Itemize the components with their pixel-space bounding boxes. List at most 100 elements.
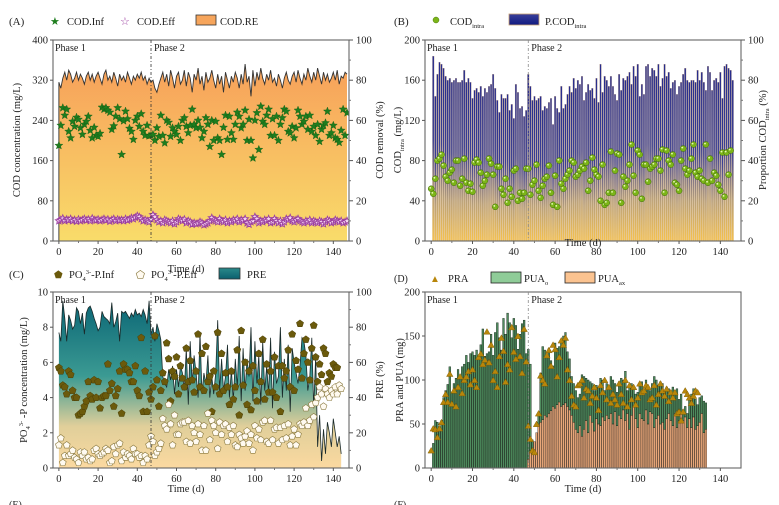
po4-inf-point [282,367,291,375]
pua-o-bar [646,386,650,425]
po4-inf-point [231,382,240,391]
cod-inf-point [303,124,313,134]
pua-o-bar [620,378,623,419]
pra-point [586,399,594,406]
po4-inf-point [268,388,277,396]
po4-eff-point [233,442,242,451]
pua-ax-bar [673,413,676,468]
cod-intra-point [553,203,561,211]
pra-point [545,346,553,353]
pra-point [563,366,572,373]
cod-intra-point-highlight [466,188,469,191]
legend-pua-ax-swatch [564,271,596,284]
po4-inf-point [309,321,318,329]
po4-inf-point [294,365,302,373]
p-cod-intra-bar [539,96,542,241]
cod-inf-point [273,135,283,145]
cod-intra-point-highlight [522,190,525,193]
cod-intra-point-highlight [547,163,549,166]
x-tick-label: 40 [509,474,520,485]
po4-inf-point [235,411,244,419]
po4-inf-point [174,389,183,398]
cod-intra-point-highlight [662,190,665,193]
po4-inf-point [158,368,167,377]
legend-triangle-icon: ▲ [430,274,440,285]
p-cod-intra-bar [558,112,561,241]
pua-ax-bar [667,413,670,468]
phase-1-label: Phase 1 [55,43,86,54]
cod-inf-point [109,121,119,130]
cod-intra-point [727,147,734,154]
cod-intra-point-highlight [507,186,510,189]
pua-ax-bar [618,415,621,468]
cod-intra-point-highlight [706,180,708,183]
po4-eff-point [127,455,136,463]
po4-inf-point [227,367,236,375]
y2-tick-label: 80 [356,76,367,87]
cod-inf-point [311,130,321,140]
p-cod-intra-bar [609,76,612,241]
panel-c-y2label: PRE (%) [375,361,386,399]
cod-inf-point [171,129,182,139]
p-cod-intra-bar [721,98,724,241]
pra-point [640,387,648,394]
cod-intra-point-highlight [722,194,725,197]
cod-intra-point-highlight [679,158,682,161]
cod-intra-point-highlight [586,188,589,191]
y2-tick-label: 0 [748,237,753,248]
x-tick-label: 20 [467,247,478,258]
pua-ax-bar [578,425,581,468]
y-tick-label: 320 [32,76,48,87]
panel-b-marks [427,55,734,241]
pra-point [551,345,559,353]
pua-ax-bar [628,429,631,468]
x-tick-label: 100 [247,247,263,258]
x-tick-label: 100 [630,247,646,258]
pua-o-bar [564,332,567,404]
po4-eff-point [59,458,67,466]
cod-intra-point [725,171,732,178]
p-cod-intra-bar [622,78,625,241]
cod-intra-point [661,189,668,197]
cod-intra-point-highlight [460,176,463,179]
pua-o-bar [574,390,577,430]
cod-intra-point-highlight [687,168,690,171]
po4-inf-point [192,367,201,375]
cod-intra-point [489,171,497,178]
cod-inf-point [197,133,207,142]
p-cod-intra-bar [554,96,557,241]
p-cod-intra-bar [599,63,602,241]
y-tick-label: 80 [410,156,421,167]
pua-o-bar [698,397,701,423]
cod-intra-point [636,151,644,158]
cod-intra-point [611,167,619,174]
cod-inf-point [111,111,121,121]
pra-point [452,402,460,410]
cod-inf-point [158,130,168,140]
pua-ax-bar [644,409,648,468]
p-cod-intra-bar [537,98,540,241]
pua-o-bar [640,381,643,419]
cod-intra-point-highlight [631,173,634,176]
cod-intra-point [651,161,658,168]
pra-point [584,387,592,394]
pua-ax-bar [698,422,701,468]
cod-inf-point [62,104,72,114]
cod-inf-point [54,140,64,150]
cod-intra-point-highlight [534,162,537,165]
pua-ax-bar [611,423,615,468]
po4-inf-point [213,328,222,336]
pra-point [663,385,671,392]
pra-point [596,381,605,389]
legend-pua-o: PUAo [524,274,548,287]
cod-intra-point [438,151,445,158]
cod-intra-point-highlight [623,184,626,187]
cod-intra-point-highlight [569,158,572,161]
pua-ax-bar [642,420,645,468]
cod-inf-point [164,117,174,127]
panel-a-ylabel: COD concentration (mg/L) [12,82,23,197]
cod-intra-point [632,189,639,197]
cod-inf-point [201,113,211,122]
y-tick-label: 80 [38,196,49,207]
cod-intra-point [626,161,633,168]
